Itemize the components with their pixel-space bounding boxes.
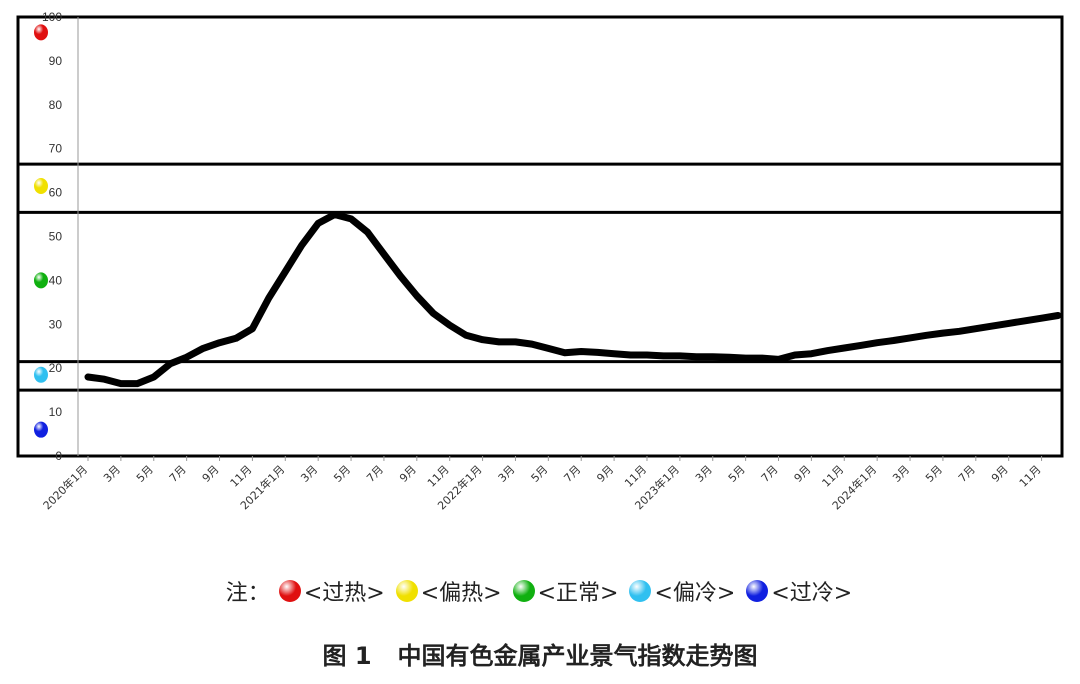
legend-item-warm: <偏热> [395,575,502,607]
y-tick-label: 90 [49,54,63,68]
x-tick-label: 11月 [228,463,255,490]
x-tick-label: 11月 [622,463,649,490]
x-tick-label: 7月 [956,463,978,485]
y-tick-label: 80 [49,98,63,112]
y-tick-label: 10 [49,405,63,419]
zone-marker-2 [34,272,48,289]
zone-marker-1 [34,178,48,195]
zone-marker-0 [34,24,48,41]
legend-prefix: 注： [225,581,270,606]
legend-item-cool: <偏冷> [629,575,735,607]
chart: 0 10 20 30 40 50 60 70 80 90 100 2020年1月 3月 5月 7月 9月 11… [16,10,1064,512]
x-tick-label: 5月 [923,463,945,485]
x-tick-label: 5月 [726,463,748,485]
x-tick-label: 11月 [1017,463,1044,490]
plot-frame [16,15,1064,458]
legend-label: <过冷> [771,581,853,606]
x-tick-label: 5月 [331,463,353,485]
zone-marker-4 [34,421,48,438]
x-tick-label: 3月 [496,463,518,485]
x-tick-label: 11月 [820,463,847,490]
x-tick-label: 9月 [397,463,419,485]
y-tick-label: 40 [49,273,63,287]
legend-label: <正常> [537,581,619,606]
x-tick-label: 3月 [298,463,320,485]
x-tick-label: 9月 [792,463,814,485]
x-tick-label: 5月 [529,463,551,485]
legend-item-cold: <过冷> [746,575,852,607]
zone-marker-3 [34,366,48,383]
x-tick-label: 7月 [759,463,781,485]
green-ball-icon [512,580,535,602]
figure-caption: 图 1 中国有色金属产业景气指数走势图 [0,636,1080,671]
series [84,211,1062,388]
y-tick-label: 20 [49,361,63,375]
y-axis: 0 10 20 30 40 50 60 70 80 90 100 [42,10,79,463]
legend-item-normal: <正常> [512,575,619,607]
x-tick-label: 7月 [364,463,386,485]
legend-label: <偏冷> [654,581,736,606]
y-tick-label: 50 [49,230,63,244]
x-tick-label: 3月 [693,463,715,485]
y-tick-label: 60 [49,186,63,200]
figure-number: 图 1 [322,642,372,670]
y-tick-label: 0 [55,449,62,463]
zone-markers [34,24,48,438]
series-line-0 [84,211,1062,388]
light-blue-ball-icon [629,580,652,602]
y-tick-label: 30 [49,317,63,331]
x-tick-label: 2020年1月 [40,462,90,512]
legend-item-overheat: <过热> [278,575,385,607]
figure-title: 中国有色金属产业景气指数走势图 [397,642,758,670]
legend: 注： <过热> <偏热> <正常> <偏冷> <过冷> [0,575,1080,607]
x-tick-label: 5月 [134,463,156,485]
y-tick-label: 100 [42,10,62,24]
legend-label: <偏热> [420,581,502,606]
x-tick-label: 9月 [594,463,616,485]
x-tick-label: 7月 [167,463,189,485]
x-tick-label: 3月 [101,463,123,485]
red-ball-icon [278,580,301,602]
x-tick-label: 9月 [200,463,222,485]
x-tick-label: 7月 [561,463,583,485]
x-tick-label: 9月 [989,463,1011,485]
yellow-ball-icon [395,580,418,602]
x-tick-label: 11月 [425,463,452,490]
x-tick-label: 3月 [890,463,912,485]
legend-label: <过热> [303,581,385,606]
blue-ball-icon [746,580,769,602]
zone-boundaries [16,15,1064,458]
y-tick-label: 70 [49,142,63,156]
